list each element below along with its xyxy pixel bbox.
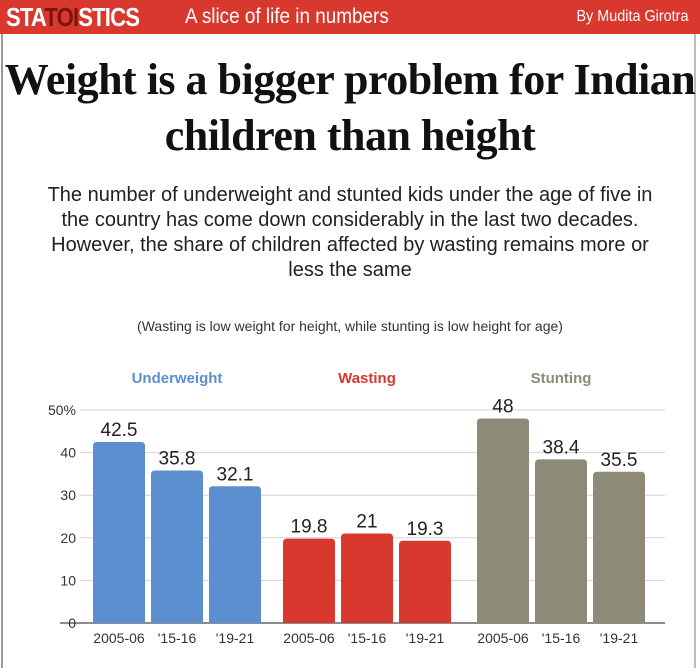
data-label: 35.8 xyxy=(159,448,196,469)
bar xyxy=(535,459,587,623)
byline: By Mudita Girotra xyxy=(575,8,688,25)
bar xyxy=(593,471,645,623)
bar xyxy=(209,486,261,623)
data-label: 48 xyxy=(492,397,513,418)
data-label: 42.5 xyxy=(101,420,138,441)
brand-part: TOI xyxy=(44,2,79,32)
y-tick-label: 40 xyxy=(60,445,76,461)
x-tick-label: 2005-06 xyxy=(477,630,529,646)
bar xyxy=(151,470,203,623)
data-label: 21 xyxy=(356,512,377,533)
tagline: A slice of life in numbers xyxy=(185,5,389,28)
x-tick-label: 2005-06 xyxy=(283,630,335,646)
x-tick-label: '19-21 xyxy=(216,630,255,646)
data-label: 35.5 xyxy=(601,450,638,471)
header-bar: STATOISTICS A slice of life in numbers B… xyxy=(0,0,700,34)
bar xyxy=(93,441,145,623)
note: (Wasting is low weight for height, while… xyxy=(137,318,563,334)
x-tick-label: 2005-06 xyxy=(93,630,145,646)
x-tick-label: '15-16 xyxy=(542,630,581,646)
data-label: 19.3 xyxy=(407,519,444,540)
data-label: 32.1 xyxy=(217,464,254,485)
subtitle: The number of underweight and stunted ki… xyxy=(47,184,653,281)
page-title: Weight is a bigger problem for Indian ch… xyxy=(4,55,696,160)
data-label: 19.8 xyxy=(291,517,328,538)
y-tick-label: 10 xyxy=(60,572,76,588)
bar-chart: 0 10 20 30 40 50% Underweight 42.5 2005-06 35.8 '1… xyxy=(48,370,665,646)
data-label: 38.4 xyxy=(543,437,580,458)
series-label: Underweight xyxy=(132,370,223,387)
brand-logo: STATOISTICS xyxy=(6,2,140,33)
x-tick-label: '15-16 xyxy=(158,630,197,646)
y-tick-label: 50% xyxy=(48,402,76,418)
y-tick-label: 30 xyxy=(60,487,76,503)
bar xyxy=(477,418,529,623)
series-label: Wasting xyxy=(338,370,396,387)
bar xyxy=(341,533,393,623)
bar xyxy=(399,540,451,623)
brand-part: STA xyxy=(6,2,45,32)
series-label: Stunting xyxy=(531,370,592,387)
y-tick-label: 20 xyxy=(60,530,76,546)
y-tick-label: 0 xyxy=(68,615,76,631)
x-tick-label: '19-21 xyxy=(406,630,445,646)
bar xyxy=(283,538,335,623)
x-tick-label: '15-16 xyxy=(348,630,387,646)
brand-part: STICS xyxy=(78,2,140,32)
x-tick-label: '19-21 xyxy=(600,630,639,646)
